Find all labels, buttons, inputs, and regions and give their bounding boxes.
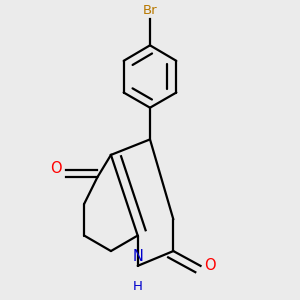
Text: O: O — [50, 160, 62, 175]
Text: O: O — [204, 258, 215, 273]
Text: H: H — [133, 280, 142, 293]
Text: Br: Br — [143, 4, 157, 17]
Text: N: N — [132, 249, 143, 264]
